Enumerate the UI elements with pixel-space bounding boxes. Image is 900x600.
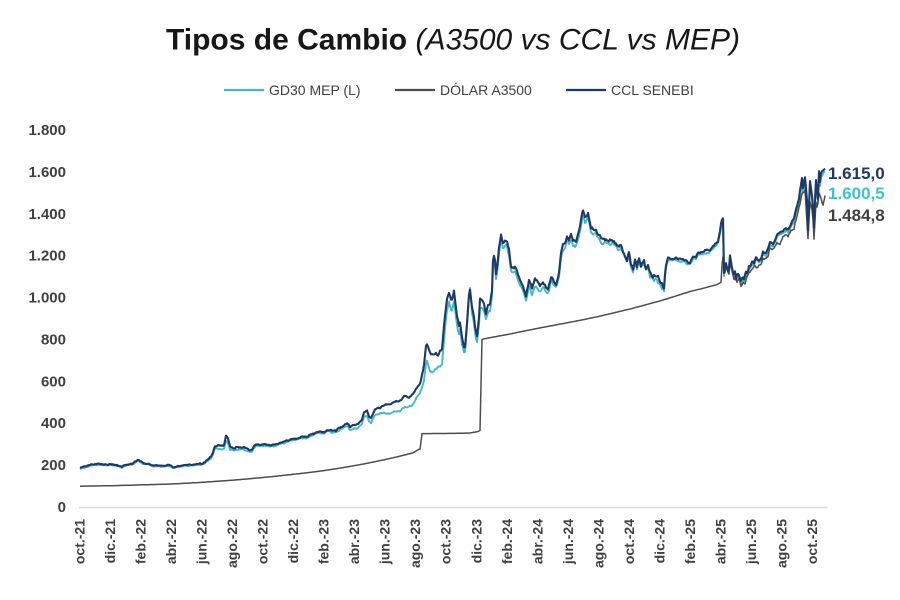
svg-text:dic.-22: dic.-22	[285, 519, 301, 564]
svg-text:ago.-23: ago.-23	[407, 519, 423, 568]
svg-text:ago.-22: ago.-22	[224, 519, 240, 568]
svg-text:1.800: 1.800	[28, 122, 66, 139]
svg-text:800: 800	[41, 331, 66, 348]
svg-text:jun.-23: jun.-23	[377, 519, 393, 565]
svg-text:feb.-22: feb.-22	[133, 519, 149, 564]
svg-text:600: 600	[41, 373, 66, 390]
svg-text:abr.-23: abr.-23	[346, 519, 362, 564]
svg-text:abr.-24: abr.-24	[529, 519, 545, 564]
svg-text:1.615,0: 1.615,0	[828, 164, 885, 183]
svg-text:oct.-23: oct.-23	[438, 519, 454, 564]
svg-text:oct.-22: oct.-22	[255, 519, 271, 564]
svg-text:CCL SENEBI: CCL SENEBI	[611, 82, 694, 98]
svg-text:feb.-24: feb.-24	[499, 519, 515, 564]
svg-text:Tipos de Cambio (A3500 vs CCL: Tipos de Cambio (A3500 vs CCL vs MEP)	[166, 24, 740, 57]
svg-text:1.484,8: 1.484,8	[828, 206, 885, 225]
svg-text:jun.-22: jun.-22	[194, 519, 210, 565]
svg-text:200: 200	[41, 457, 66, 474]
svg-text:400: 400	[41, 415, 66, 432]
svg-text:abr.-22: abr.-22	[163, 519, 179, 564]
svg-text:GD30 MEP (L): GD30 MEP (L)	[269, 82, 361, 98]
svg-text:feb.-25: feb.-25	[682, 519, 698, 564]
svg-text:feb.-23: feb.-23	[316, 519, 332, 564]
svg-text:dic.-21: dic.-21	[102, 519, 118, 564]
svg-text:abr.-25: abr.-25	[712, 519, 728, 564]
svg-text:ago.-24: ago.-24	[590, 519, 606, 568]
svg-text:0: 0	[58, 499, 66, 516]
svg-text:oct.-25: oct.-25	[804, 519, 820, 564]
svg-text:1.600: 1.600	[28, 164, 66, 181]
svg-text:dic.-24: dic.-24	[651, 519, 667, 564]
svg-text:jun.-25: jun.-25	[743, 519, 759, 565]
svg-text:oct.-21: oct.-21	[72, 519, 88, 564]
svg-text:1.000: 1.000	[28, 290, 66, 307]
svg-text:DÓLAR A3500: DÓLAR A3500	[440, 82, 532, 98]
svg-text:1.600,5: 1.600,5	[828, 184, 885, 203]
svg-text:dic.-23: dic.-23	[468, 519, 484, 564]
svg-text:1.400: 1.400	[28, 206, 66, 223]
svg-text:oct.-24: oct.-24	[621, 519, 637, 564]
svg-text:jun.-24: jun.-24	[560, 519, 576, 565]
svg-text:1.200: 1.200	[28, 248, 66, 265]
svg-text:ago.-25: ago.-25	[774, 519, 790, 568]
